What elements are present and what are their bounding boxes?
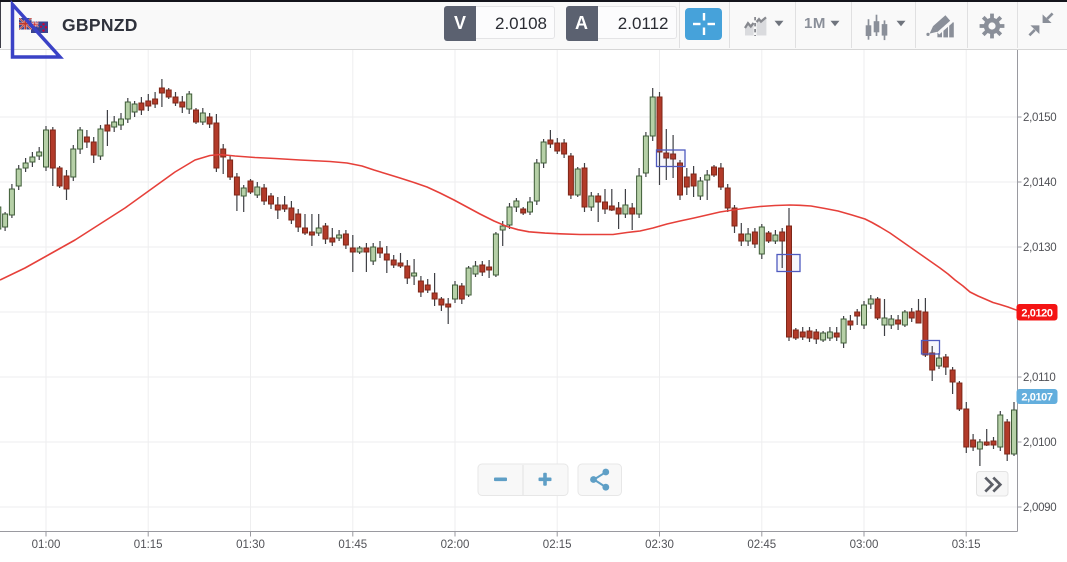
svg-text:02:00: 02:00 xyxy=(441,539,470,551)
svg-text:03:15: 03:15 xyxy=(952,539,981,551)
svg-text:02:30: 02:30 xyxy=(645,539,674,551)
svg-text:02:45: 02:45 xyxy=(747,539,776,551)
svg-text:2,0140: 2,0140 xyxy=(1023,177,1056,189)
svg-text:01:30: 01:30 xyxy=(236,539,265,551)
svg-text:02:15: 02:15 xyxy=(543,539,572,551)
svg-text:2,0110: 2,0110 xyxy=(1023,372,1056,384)
svg-text:2,0150: 2,0150 xyxy=(1023,112,1056,124)
svg-text:01:00: 01:00 xyxy=(32,539,61,551)
svg-text:03:00: 03:00 xyxy=(850,539,879,551)
svg-text:2,0100: 2,0100 xyxy=(1023,437,1056,449)
svg-text:2,0090: 2,0090 xyxy=(1023,502,1056,514)
svg-text:01:45: 01:45 xyxy=(338,539,367,551)
svg-text:2,0107: 2,0107 xyxy=(1021,392,1053,404)
svg-text:2,0130: 2,0130 xyxy=(1023,242,1056,254)
svg-text:01:15: 01:15 xyxy=(134,539,163,551)
svg-text:2,0120: 2,0120 xyxy=(1021,308,1053,320)
